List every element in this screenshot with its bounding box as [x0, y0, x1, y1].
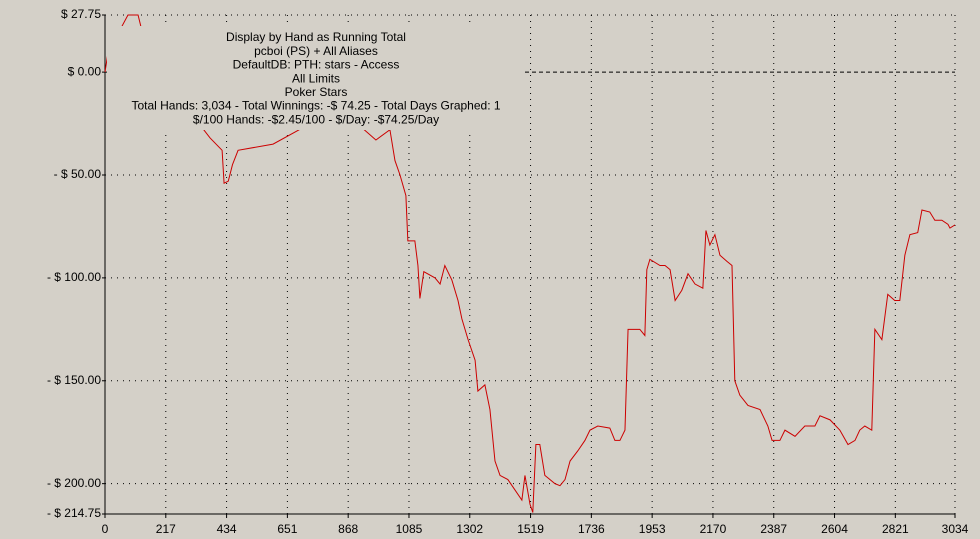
x-tick-label: 868 [338, 522, 358, 536]
x-tick-label: 0 [102, 522, 109, 536]
x-tick-label: 217 [156, 522, 176, 536]
x-tick-label: 2170 [700, 522, 727, 536]
info-line: DefaultDB: PTH: stars - Access [233, 58, 400, 72]
x-tick-label: 2387 [760, 522, 787, 536]
x-tick-label: 1085 [396, 522, 423, 536]
y-tick-label: - $ 200.00 [47, 476, 101, 490]
info-line: $/100 Hands: -$2.45/100 - $/Day: -$74.25… [193, 112, 439, 126]
info-line: Total Hands: 3,034 - Total Winnings: -$ … [131, 99, 500, 113]
info-line: Poker Stars [285, 85, 348, 99]
y-tick-label: - $ 150.00 [47, 373, 101, 387]
y-tick-label: - $ 50.00 [54, 167, 102, 181]
x-tick-label: 2604 [821, 522, 848, 536]
info-line: All Limits [292, 71, 340, 85]
x-tick-label: 434 [217, 522, 237, 536]
data-line [104, 14, 956, 513]
x-tick-label: 1953 [639, 522, 666, 536]
y-tick-label: $ 27.75 [61, 7, 101, 21]
x-tick-label: 1302 [456, 522, 483, 536]
y-tick-label: $ 0.00 [68, 64, 102, 78]
x-tick-label: 1519 [517, 522, 544, 536]
y-tick-label: - $ 214.75 [47, 506, 101, 520]
info-box [107, 26, 525, 130]
info-line: Display by Hand as Running Total [226, 30, 406, 44]
x-tick-label: 1736 [578, 522, 605, 536]
x-tick-label: 651 [277, 522, 297, 536]
x-tick-label: 3034 [942, 522, 969, 536]
x-tick-label: 2821 [882, 522, 909, 536]
y-tick-label: - $ 100.00 [47, 270, 101, 284]
info-line: pcboi (PS) + All Aliases [254, 44, 378, 58]
